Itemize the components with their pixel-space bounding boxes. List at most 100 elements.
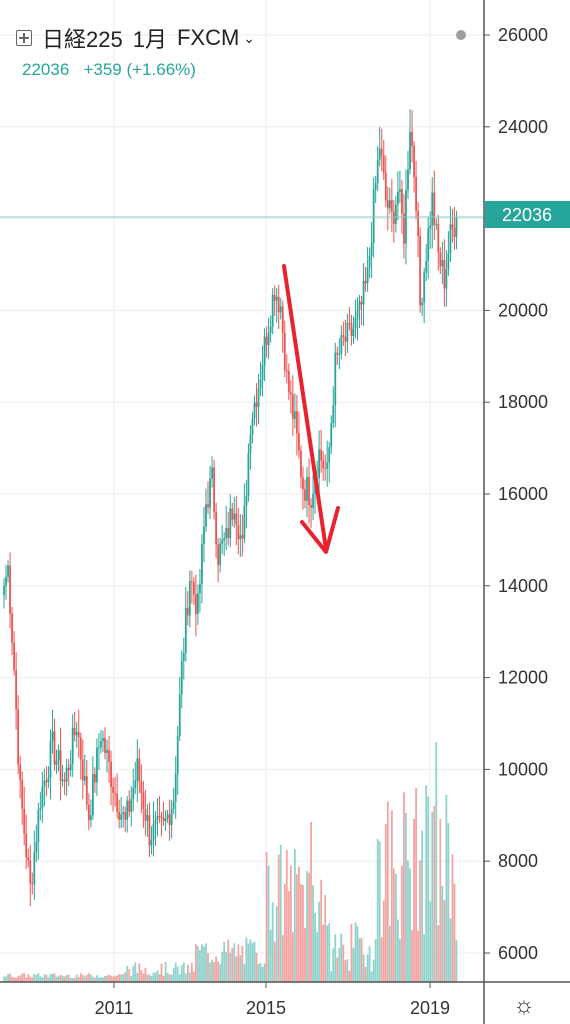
candle-body xyxy=(394,204,397,224)
volume-bar xyxy=(11,976,13,982)
y-tick-label: 18000 xyxy=(498,392,548,412)
volume-bar xyxy=(152,972,155,982)
chevron-down-icon[interactable]: ⌄ xyxy=(243,29,256,46)
volume-bar xyxy=(102,977,104,982)
volume-bar xyxy=(106,975,108,982)
volume-bar xyxy=(425,785,428,982)
volume-bar xyxy=(188,972,191,982)
volume-bar xyxy=(132,966,135,982)
volume-bar xyxy=(186,964,189,982)
candle-body xyxy=(209,478,211,508)
volume-bar xyxy=(366,954,369,982)
volume-bar xyxy=(316,932,318,982)
volume-bar xyxy=(340,933,343,982)
volume-bar xyxy=(435,742,438,982)
candle-body xyxy=(273,294,276,301)
volume-bar xyxy=(9,973,11,982)
candle-body xyxy=(67,767,70,771)
candle-body xyxy=(261,365,264,380)
candle-body xyxy=(265,336,268,346)
candle-body xyxy=(43,780,46,787)
candle-body xyxy=(235,513,238,525)
symbol-name[interactable]: 日経225 xyxy=(42,27,123,52)
volume-bar xyxy=(302,885,304,982)
volume-bar xyxy=(148,974,151,982)
candle-body xyxy=(263,336,266,366)
volume-bar xyxy=(55,976,58,982)
volume-bar xyxy=(65,975,68,982)
candle-body xyxy=(259,379,262,389)
candle-body xyxy=(425,260,428,273)
y-tick-label: 6000 xyxy=(498,943,538,963)
candle-body xyxy=(340,335,343,355)
volume-bar xyxy=(239,955,242,982)
volume-bar xyxy=(227,939,230,982)
candle-body xyxy=(61,779,64,781)
volume-bar xyxy=(376,839,379,982)
candle-body xyxy=(338,354,341,356)
candle-body xyxy=(421,302,424,306)
volume-bar xyxy=(271,902,274,982)
candle-body xyxy=(75,732,78,736)
y-tick-label: 10000 xyxy=(498,759,548,779)
volume-bar xyxy=(388,925,391,982)
volume-bar xyxy=(441,885,444,982)
volume-bar xyxy=(310,822,312,982)
x-tick-label: 2015 xyxy=(246,998,286,1018)
candle-body xyxy=(3,585,5,595)
candle-body xyxy=(225,528,228,539)
volume-bar xyxy=(273,941,276,982)
candle-body xyxy=(79,737,82,760)
volume-bar xyxy=(182,962,185,982)
volume-bar xyxy=(453,883,456,982)
volume-bar xyxy=(170,974,173,982)
candle-body xyxy=(237,524,240,540)
compare-plus-icon[interactable] xyxy=(16,30,32,46)
candle-body xyxy=(186,607,189,616)
candle-body xyxy=(55,760,58,765)
volume-bar xyxy=(5,976,7,982)
candle-body xyxy=(150,840,153,846)
volume-bar xyxy=(225,951,228,982)
candle-body xyxy=(73,727,76,736)
volume-bar xyxy=(17,976,20,982)
candle-body xyxy=(354,317,357,329)
candle-body xyxy=(320,449,323,461)
candle-body xyxy=(397,192,399,205)
interval-label[interactable]: 1月 xyxy=(132,27,167,52)
candle-body xyxy=(427,228,430,261)
candle-body xyxy=(245,496,248,506)
y-tick-label: 20000 xyxy=(498,300,548,320)
volume-bar xyxy=(43,974,46,982)
volume-bar xyxy=(91,976,94,982)
gear-icon[interactable]: ☼ xyxy=(513,992,535,1019)
volume-bar xyxy=(150,975,153,982)
source-label[interactable]: FXCM xyxy=(176,25,240,50)
candle-body xyxy=(126,800,129,820)
volume-bar xyxy=(37,973,40,982)
candle-body xyxy=(271,294,274,327)
candle-body xyxy=(120,814,123,820)
candle-body xyxy=(57,750,60,761)
volume-bar xyxy=(49,974,52,982)
candle-body xyxy=(63,779,66,782)
volume-bar xyxy=(429,901,432,982)
candle-body xyxy=(205,504,207,527)
candle-body xyxy=(384,172,387,201)
candle-body xyxy=(39,807,42,810)
candle-body xyxy=(318,449,321,479)
candle-body xyxy=(168,814,171,826)
candle-body xyxy=(5,576,7,586)
candle-body xyxy=(451,224,454,229)
candle-body xyxy=(188,581,191,616)
candle-body xyxy=(13,642,15,671)
volume-bar xyxy=(197,945,199,982)
candle-body xyxy=(352,328,355,337)
candle-body xyxy=(330,423,333,448)
volume-bar xyxy=(413,818,415,982)
candle-body xyxy=(312,493,314,508)
volume-bar xyxy=(356,926,359,982)
candle-body xyxy=(53,731,56,765)
candle-body xyxy=(293,411,296,419)
